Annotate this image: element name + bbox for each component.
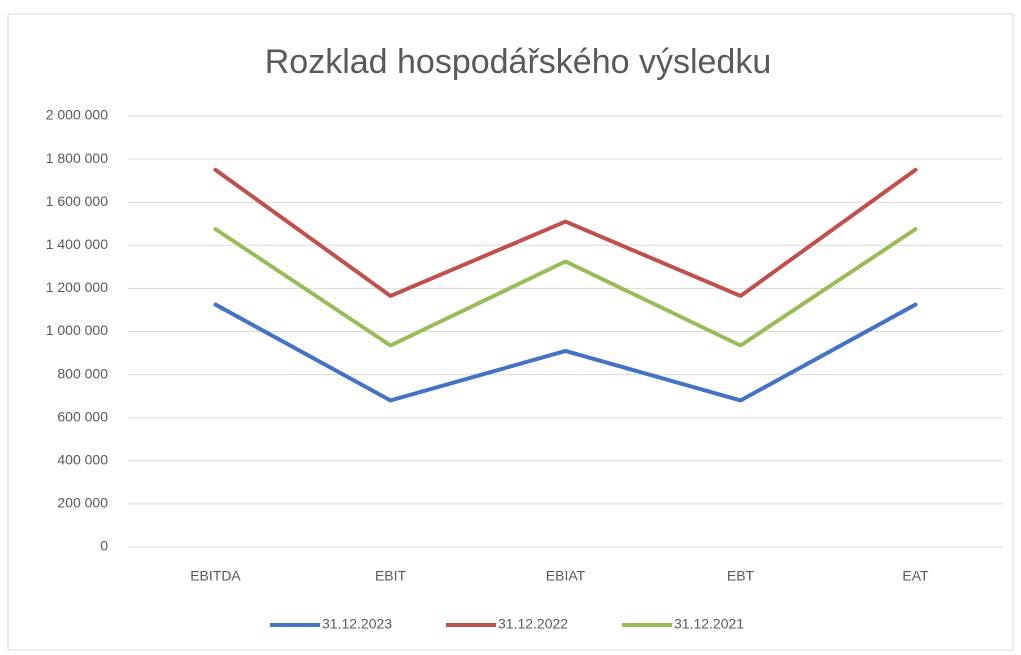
x-tick-label: EAT: [902, 568, 929, 584]
y-tick-label: 1 200 000: [46, 279, 108, 295]
y-tick-label: 800 000: [57, 365, 108, 381]
x-tick-label: EBT: [727, 568, 755, 584]
line-series: [213, 167, 918, 298]
x-tick-label: EBIT: [375, 568, 407, 584]
y-tick-label: 0: [100, 538, 108, 554]
y-tick-label: 600 000: [57, 408, 108, 424]
x-tick-label: EBIAT: [546, 568, 586, 584]
y-tick-label: 1 400 000: [46, 236, 108, 252]
line-series: [213, 302, 918, 403]
x-tick-label: EBITDA: [190, 568, 241, 584]
legend-label: 31.12.2023: [322, 616, 392, 632]
y-tick-label: 1 800 000: [46, 150, 108, 166]
y-tick-label: 200 000: [57, 495, 108, 511]
legend-label: 31.12.2021: [674, 616, 744, 632]
line-series: [213, 227, 918, 348]
y-tick-label: 1 600 000: [46, 193, 108, 209]
y-tick-label: 1 000 000: [46, 322, 108, 338]
chart-title: Rozklad hospodářského výsledku: [265, 43, 772, 81]
y-tick-label: 400 000: [57, 452, 108, 468]
legend-label: 31.12.2022: [498, 616, 568, 632]
y-tick-label: 2 000 000: [46, 107, 108, 123]
